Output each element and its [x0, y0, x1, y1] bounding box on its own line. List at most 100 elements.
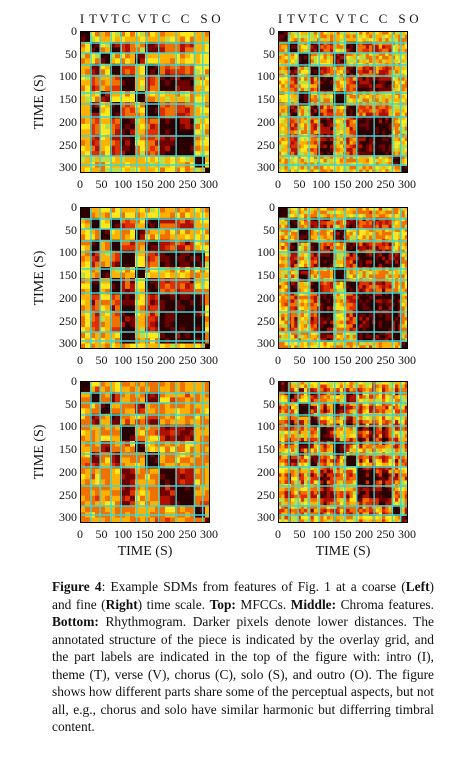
sdm-cell: [401, 317, 406, 321]
sdm-cell: [150, 261, 156, 268]
sdm-cell: [388, 158, 393, 163]
sdm-cell: [391, 306, 396, 311]
sdm-cell: [110, 424, 116, 431]
sdm-cell: [140, 123, 146, 130]
sdm-cell: [401, 246, 406, 250]
sdm-cell: [80, 343, 86, 349]
sdm-cell: [375, 66, 380, 71]
sdm-cell: [291, 274, 295, 279]
sdm-cell: [185, 228, 191, 235]
sdm-cell: [195, 217, 201, 224]
sdm-cell: [140, 402, 146, 409]
sdm-cell: [391, 109, 396, 114]
sdm-cell: [175, 36, 181, 43]
sdm-cell: [330, 87, 334, 92]
sdm-cell: [300, 235, 305, 240]
sdm-cell: [120, 102, 126, 108]
sdm-heatmap: [80, 207, 210, 349]
sdm-cell: [378, 317, 383, 321]
sdm-cell: [395, 207, 399, 211]
sdm-cell: [404, 148, 408, 153]
sdm-cell: [125, 343, 131, 349]
sdm-cell: [300, 34, 305, 39]
sdm-cell: [346, 70, 350, 74]
sdm-cell: [362, 137, 367, 142]
sdm-panel-mfcc-coarse: [80, 31, 210, 173]
sdm-cell: [294, 260, 298, 265]
sdm-cell: [365, 228, 370, 233]
sdm-cell: [313, 324, 318, 329]
sdm-cell: [185, 234, 191, 241]
sdm-cell: [281, 34, 285, 39]
sdm-cell: [85, 58, 91, 65]
sdm-cell: [100, 228, 106, 235]
sdm-cell: [120, 484, 126, 491]
sdm-cell: [185, 212, 191, 219]
sdm-cell: [300, 288, 305, 293]
sdm-cell: [369, 141, 373, 145]
sdm-cell: [378, 256, 383, 261]
sdm-cell: [330, 285, 334, 290]
sdm-cell: [105, 47, 111, 54]
sdm-cell: [165, 47, 171, 54]
sdm-cell: [395, 324, 399, 329]
sdm-cell: [297, 112, 302, 117]
sdm-cell: [330, 260, 334, 265]
sdm-cell: [150, 36, 156, 43]
sdm-cell: [369, 260, 373, 265]
sdm-cell: [291, 285, 295, 290]
sdm-cell: [320, 144, 324, 149]
sdm-cell: [294, 270, 298, 275]
sdm-cell: [385, 242, 389, 247]
sdm-cell: [320, 242, 324, 247]
sdm-cell: [375, 270, 380, 275]
sdm-cell: [278, 299, 282, 304]
sdm-cell: [278, 151, 282, 156]
sdm-cell: [115, 397, 121, 404]
sdm-cell: [395, 158, 399, 163]
sdm-cell: [145, 234, 151, 241]
sdm-cell: [278, 158, 282, 163]
sdm-cell: [80, 74, 86, 81]
sdm-cell: [140, 80, 146, 87]
sdm-cell: [401, 231, 406, 236]
sdm-cell: [330, 155, 334, 160]
sdm-cell: [349, 119, 354, 124]
sdm-cell: [349, 231, 354, 236]
sdm-cell: [115, 452, 121, 458]
sdm-cell: [125, 419, 131, 426]
sdm-cell: [100, 327, 106, 334]
sdm-cell: [352, 169, 357, 173]
sdm-cell: [401, 320, 406, 325]
sdm-cell: [105, 96, 111, 103]
sdm-cell: [313, 327, 318, 332]
sdm-cell: [375, 109, 380, 114]
sdm-cell: [90, 479, 96, 486]
sdm-cell: [356, 119, 360, 124]
sdm-cell: [100, 107, 106, 114]
sdm-cell: [170, 327, 176, 334]
sdm-cell: [320, 77, 324, 82]
sdm-cell: [356, 77, 360, 82]
sdm-cell: [359, 112, 363, 117]
sdm-cell: [291, 292, 295, 297]
sdm-cell: [300, 231, 305, 236]
sdm-cell: [375, 302, 380, 307]
sdm-cell: [85, 207, 91, 213]
sdm-cell: [352, 66, 357, 71]
sdm-cell: [395, 77, 399, 82]
sdm-cell: [175, 217, 181, 224]
sdm-cell: [304, 155, 308, 160]
sdm-cell: [135, 408, 141, 415]
sdm-cell: [310, 341, 315, 346]
sdm-cell: [300, 270, 305, 275]
sdm-cell: [375, 80, 380, 85]
sdm-cell: [365, 130, 370, 135]
sdm-cell: [85, 413, 91, 420]
sdm-cell: [278, 242, 282, 247]
sdm-cell: [356, 112, 360, 117]
sdm-cell: [365, 221, 370, 226]
sdm-cell: [180, 134, 186, 141]
sdm-cell: [375, 155, 380, 160]
sdm-cell: [326, 105, 331, 110]
